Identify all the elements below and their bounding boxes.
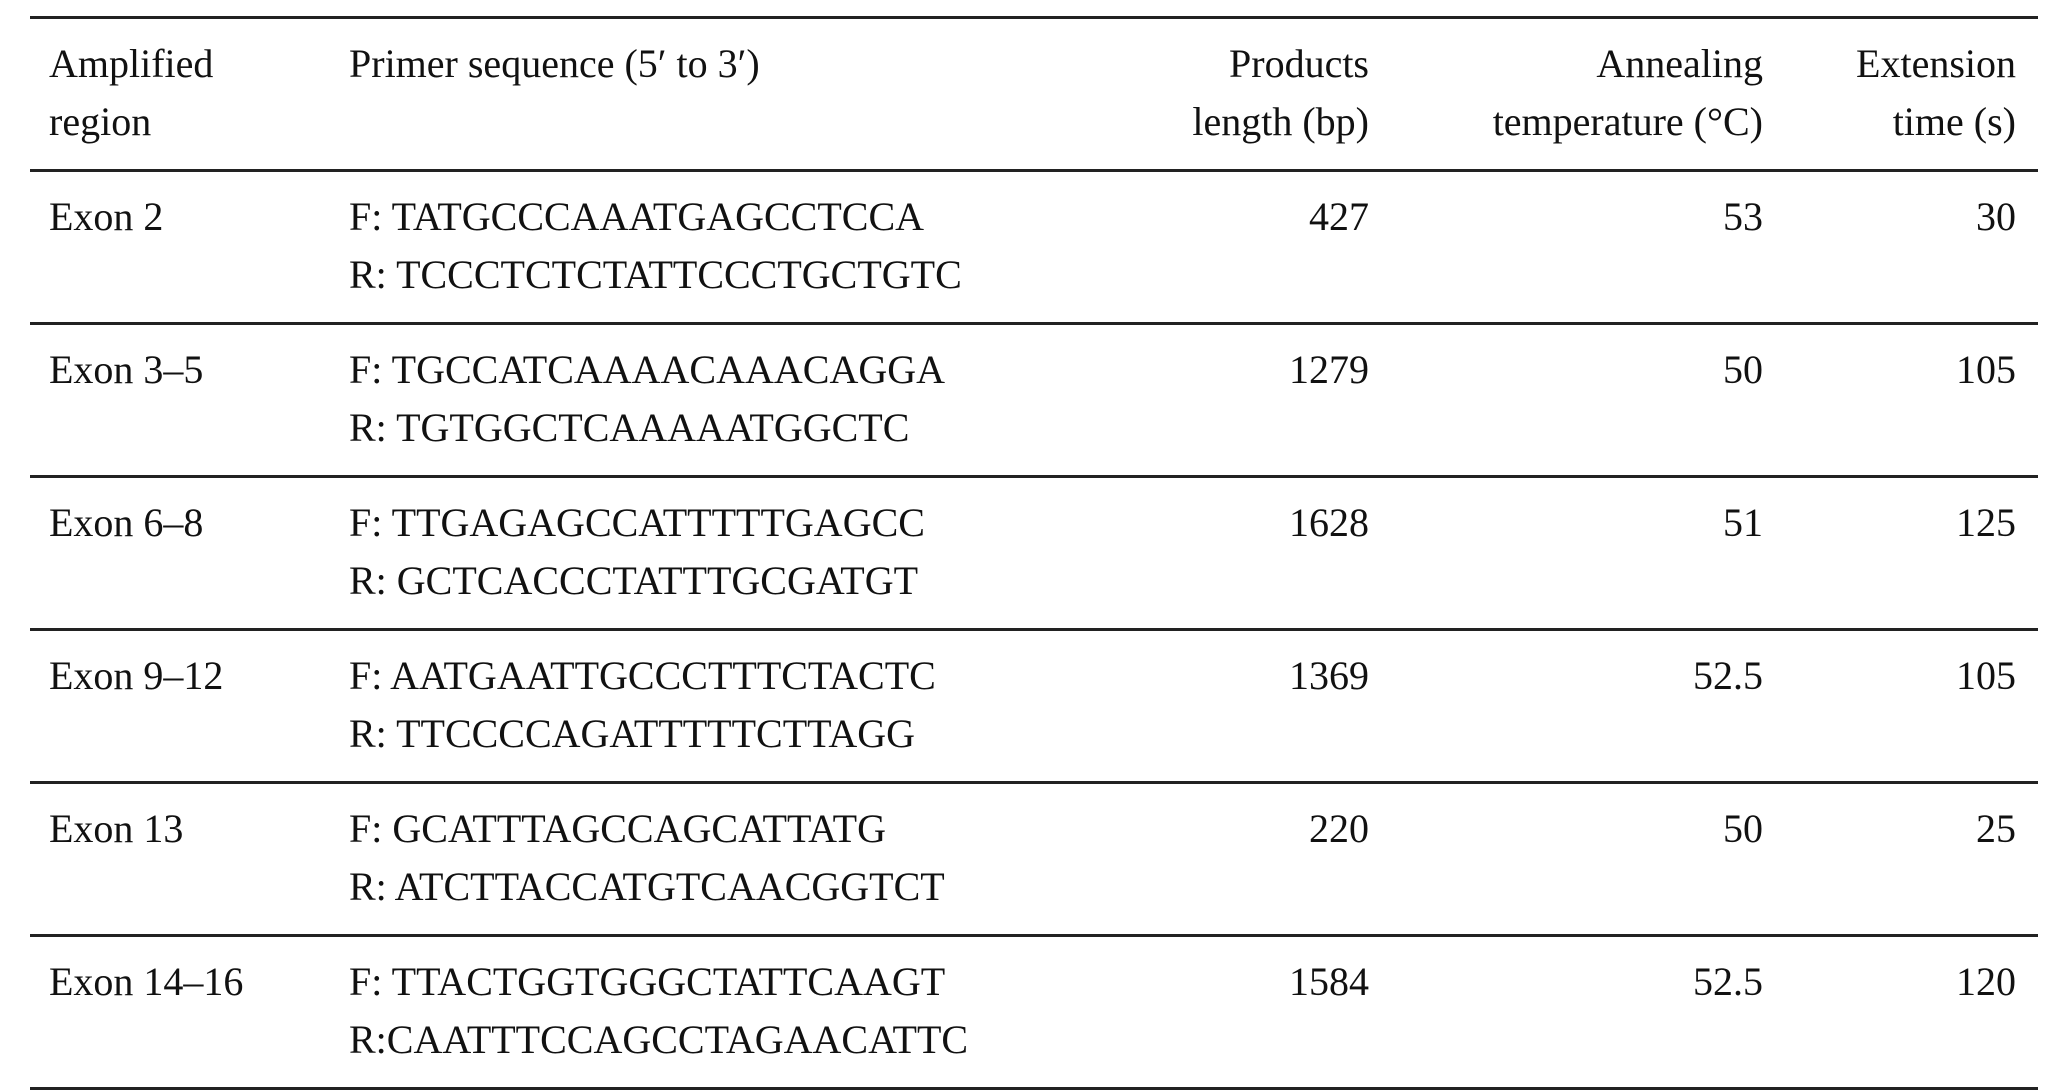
primer-table: Amplified region Primer sequence (5′ to 3… <box>30 16 2038 1090</box>
forward-primer: F: TTGAGAGCCATTTTTGAGCC <box>349 500 925 545</box>
extension-cell: 30 <box>1976 194 2016 239</box>
region-cell: Exon 14–16 <box>49 959 244 1004</box>
header-annealing-temperature: Annealing temperature (°C) <box>1369 18 1763 171</box>
reverse-primer: R: GCTCACCCTATTTGCGATGT <box>349 558 919 603</box>
header-extension-time: Extension time (s) <box>1763 18 2038 171</box>
table-row: Exon 3–5 F: TGCCATCAAAACAAACAGGA R: TGTGGC… <box>30 324 2038 477</box>
header-line: time (s) <box>1892 99 2016 144</box>
length-cell: 1369 <box>1289 653 1369 698</box>
region-cell: Exon 2 <box>49 194 164 239</box>
region-cell: Exon 3–5 <box>49 347 204 392</box>
reverse-primer: R: ATCTTACCATGTCAACGGTCT <box>349 864 945 909</box>
header-amplified-region: Amplified region <box>30 18 349 171</box>
length-cell: 427 <box>1309 194 1369 239</box>
table-row: Exon 2 F: TATGCCCAAATGAGCCTCCA R: TCCCTCTC… <box>30 171 2038 324</box>
extension-cell: 25 <box>1976 806 2016 851</box>
reverse-primer: R:CAATTTCCAGCCTAGAACATTC <box>349 1017 969 1062</box>
table-row: Exon 14–16 F: TTACTGGTGGGCTATTCAAGT R:CAAT… <box>30 936 2038 1089</box>
length-cell: 1628 <box>1289 500 1369 545</box>
table-row: Exon 6–8 F: TTGAGAGCCATTTTTGAGCC R: GCTCAC… <box>30 477 2038 630</box>
header-primer-sequence: Primer sequence (5′ to 3′) <box>349 18 969 171</box>
extension-cell: 125 <box>1956 500 2016 545</box>
annealing-cell: 53 <box>1723 194 1763 239</box>
forward-primer: F: TGCCATCAAAACAAACAGGA <box>349 347 945 392</box>
header-row: Amplified region Primer sequence (5′ to 3… <box>30 17 2038 171</box>
annealing-cell: 52.5 <box>1693 959 1763 1004</box>
extension-cell: 105 <box>1956 347 2016 392</box>
header-line: Products <box>1229 41 1369 86</box>
region-cell: Exon 6–8 <box>49 500 204 545</box>
annealing-cell: 50 <box>1723 806 1763 851</box>
reverse-primer: R: TTCCCCAGATTTTTCTTAGG <box>349 711 916 756</box>
region-cell: Exon 13 <box>49 806 184 851</box>
header-products-length: Products length (bp) <box>969 18 1369 171</box>
length-cell: 1584 <box>1289 959 1369 1004</box>
table-row: Exon 9–12 F: AATGAATTGCCCTTTCTACTC R: TTCC… <box>30 630 2038 783</box>
reverse-primer: R: TGTGGCTCAAAAATGGCTC <box>349 405 910 450</box>
annealing-cell: 50 <box>1723 347 1763 392</box>
primer-cell: F: TTACTGGTGGGCTATTCAAGT R:CAATTTCCAGCCTA… <box>349 936 969 1089</box>
extension-cell: 120 <box>1956 959 2016 1004</box>
header-line: length (bp) <box>1192 99 1369 144</box>
primer-cell: F: TTGAGAGCCATTTTTGAGCC R: GCTCACCCTATTTG… <box>349 477 969 630</box>
length-cell: 1279 <box>1289 347 1369 392</box>
extension-cell: 105 <box>1956 653 2016 698</box>
header-line: temperature (°C) <box>1492 99 1763 144</box>
primer-cell: F: GCATTTAGCCAGCATTATG R: ATCTTACCATGTCAA… <box>349 783 969 936</box>
header-line: Amplified <box>49 41 214 86</box>
forward-primer: F: TATGCCCAAATGAGCCTCCA <box>349 194 925 239</box>
primer-cell: F: TATGCCCAAATGAGCCTCCA R: TCCCTCTCTATTCC… <box>349 171 969 324</box>
header-line: Primer sequence (5′ to 3′) <box>349 41 760 86</box>
region-cell: Exon 9–12 <box>49 653 224 698</box>
table-row: Exon 13 F: GCATTTAGCCAGCATTATG R: ATCTTACC… <box>30 783 2038 936</box>
forward-primer: F: GCATTTAGCCAGCATTATG <box>349 806 886 851</box>
header-line: region <box>49 99 152 144</box>
header-line: Extension <box>1856 41 2016 86</box>
reverse-primer: R: TCCCTCTCTATTCCCTGCTGTC <box>349 252 962 297</box>
length-cell: 220 <box>1309 806 1369 851</box>
forward-primer: F: TTACTGGTGGGCTATTCAAGT <box>349 959 946 1004</box>
forward-primer: F: AATGAATTGCCCTTTCTACTC <box>349 653 936 698</box>
annealing-cell: 52.5 <box>1693 653 1763 698</box>
header-line: Annealing <box>1596 41 1763 86</box>
primer-cell: F: TGCCATCAAAACAAACAGGA R: TGTGGCTCAAAAAT… <box>349 324 969 477</box>
annealing-cell: 51 <box>1723 500 1763 545</box>
primer-cell: F: AATGAATTGCCCTTTCTACTC R: TTCCCCAGATTTT… <box>349 630 969 783</box>
